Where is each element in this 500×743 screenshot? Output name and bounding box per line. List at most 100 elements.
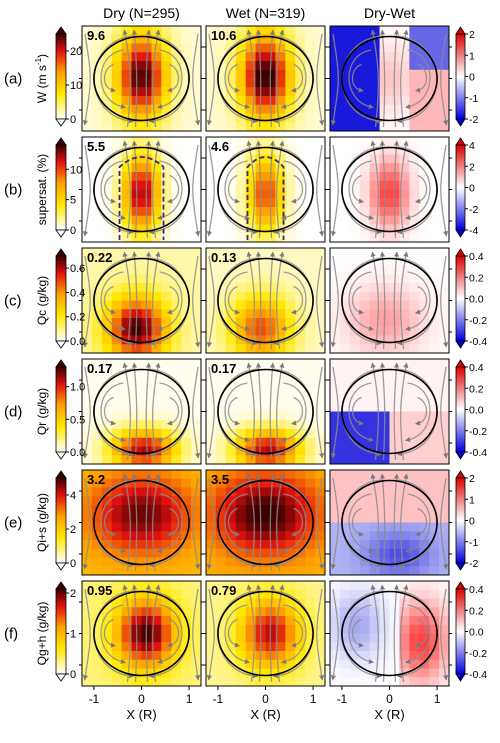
heat-cell [245,589,256,599]
heat-cell [235,180,247,190]
heat-cell [369,283,380,293]
heat-cell [275,96,286,106]
heat-cell [206,531,217,541]
streamline [370,473,379,572]
heat-cell [101,455,113,464]
heat-cell [255,385,266,395]
heat-cell [225,326,237,336]
heat-cell [359,43,371,53]
heat-cell [419,624,430,634]
heat-cell [409,607,420,617]
streamline [348,604,375,665]
heat-cell [305,581,316,591]
streamline [227,507,241,537]
heat-cell [181,52,192,62]
heat-cell [315,446,325,456]
heat-cell [255,137,266,147]
heat-cell [439,359,449,369]
heat-cell [191,52,201,62]
heat-cell [206,496,217,506]
streamline [290,618,304,648]
colorbar-label-main: Qi+s (g/kg) [35,493,49,552]
streamline [269,251,276,350]
heat-cell [141,487,152,497]
heat-cell [305,318,316,328]
streamline [280,49,307,110]
colorbar-extend-top [55,359,67,368]
heat-cell [349,215,361,225]
heat-cell [359,540,371,550]
heat-cell [245,385,256,395]
heat-cell [359,215,371,225]
heat-cell [419,189,430,199]
heat-cell [181,189,192,199]
heat-cell [215,359,227,369]
heat-cell [235,522,247,532]
heat-cell [82,402,93,412]
heat-cell [191,145,201,155]
heat-cell [315,513,325,523]
heat-cell [206,300,217,310]
diff-colorbar-tick-label: 0.0 [469,405,484,417]
heat-cell [339,300,351,310]
heat-cell [111,34,123,44]
heat-cell [349,651,361,661]
heat-cell [339,154,351,164]
heat-cell [429,633,440,643]
heat-cell [181,274,192,284]
colorbar-tick-label: 0.5 [70,414,85,426]
heat-cell [225,189,237,199]
streamline [246,362,255,461]
heat-cell [235,34,247,44]
heat-cell [409,446,420,456]
heat-cell [111,429,123,439]
heat-cell [295,344,306,353]
heat-cell [409,163,420,173]
heat-cell [255,335,266,345]
heat-cell [245,215,256,225]
heat-cell [111,367,123,377]
heat-cell [82,224,93,234]
heat-cell [245,505,256,515]
streamline [255,473,262,572]
heat-cell [82,607,93,617]
heat-cell [285,376,296,386]
heat-cell [161,145,172,155]
heat-cell [141,256,152,266]
heat-cell [349,566,361,575]
heat-cell [181,411,192,421]
heat-cell [330,505,341,515]
heat-cell [111,557,123,567]
heat-cell [369,69,380,79]
heat-cell [399,513,410,523]
heat-cell [439,470,449,480]
heat-cell [275,677,286,686]
heat-cell [101,677,113,686]
heat-cell [206,291,217,301]
streamline [206,144,215,237]
heat-cell [330,318,341,328]
heat-cell [389,154,400,164]
heat-cell [121,198,132,208]
heat-cell [369,359,380,369]
heat-cell [235,446,247,456]
heat-cell [101,566,113,575]
heat-cell [161,26,172,36]
heat-cell [255,668,266,678]
heat-cell [191,335,201,345]
heat-cell [151,189,162,199]
colorbar-tick-label: 4 [70,490,76,502]
heat-cell [141,455,152,464]
heat-cell [206,633,217,643]
heat-cell [191,61,201,71]
heat-cell [255,478,266,488]
heat-cell [245,394,256,404]
heat-cell [181,437,192,447]
heat-cell [409,616,420,626]
heat-cell [111,411,123,421]
x-axis-label: X (R) [374,707,404,722]
heat-cell [235,411,247,421]
panel-content [206,581,325,686]
